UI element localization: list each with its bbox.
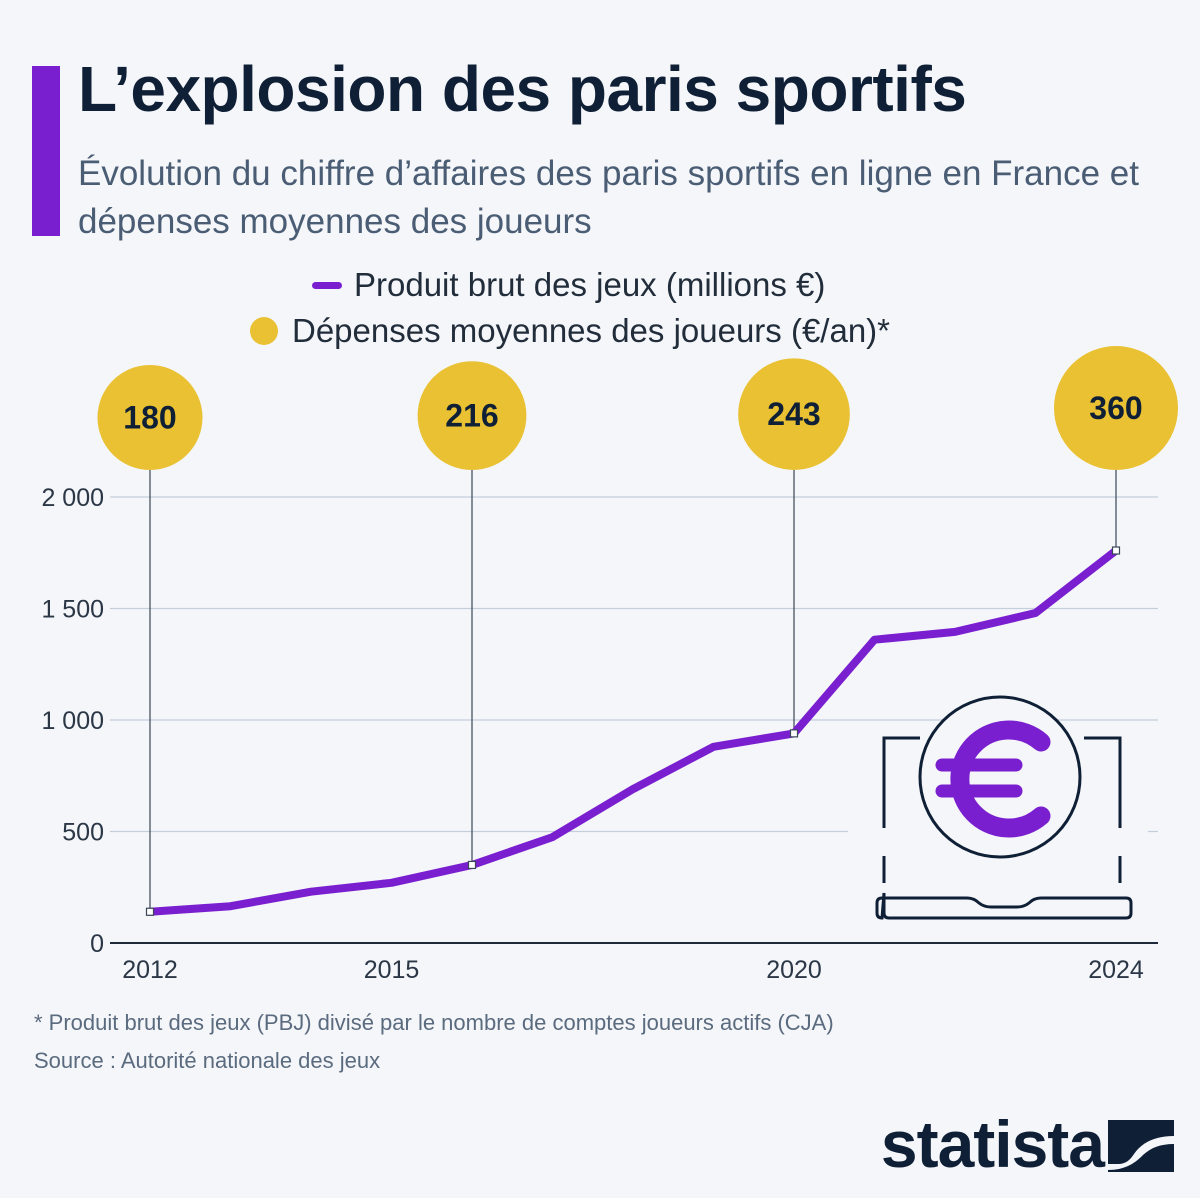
x-tick-label: 2024: [1088, 956, 1144, 984]
legend-line-label: Produit brut des jeux (millions €): [354, 266, 826, 303]
value-bubble: [97, 365, 203, 470]
legend-dot-label: Dépenses moyennes des joueurs (€/an)*: [292, 312, 891, 349]
anchor-marker: [145, 907, 155, 916]
bubble-value-label: 180: [123, 400, 176, 436]
value-bubble: [417, 361, 527, 470]
bubble-connectors: [149, 470, 1117, 912]
bubble-value-label: 243: [767, 396, 820, 432]
title-accent-bar: [32, 66, 60, 236]
y-tick-label: 2 000: [41, 484, 104, 512]
bubble-value-label: 360: [1089, 390, 1142, 426]
y-tick-label: 1 500: [41, 596, 104, 624]
footnote: * Produit brut des jeux (PBJ) divisé par…: [34, 1010, 834, 1035]
y-tick-label: 0: [90, 930, 104, 958]
line-chart: 0 500 1 000 1 500 2 000 2012 2015 2020 2024 180…: [41, 346, 1178, 984]
anchor-marker: [789, 729, 799, 738]
legend-item-dot: Dépenses moyennes des joueurs (€/an)*: [250, 312, 890, 350]
statista-wordmark: statista: [880, 1107, 1105, 1181]
y-tick-label: 1 000: [41, 707, 104, 735]
anchor-marker: [467, 860, 477, 870]
laptop-euro-icon: [848, 695, 1148, 920]
statista-logo-icon: [1108, 1120, 1174, 1172]
value-bubble: [738, 358, 850, 470]
legend-dot-swatch: [250, 317, 278, 345]
y-axis: 0 500 1 000 1 500 2 000: [41, 484, 104, 958]
x-tick-label: 2015: [364, 956, 420, 984]
legend-item-line: Produit brut des jeux (millions €): [312, 266, 825, 304]
value-bubble: [1054, 346, 1178, 470]
page-title: L’explosion des paris sportifs: [78, 53, 967, 125]
x-tick-label: 2020: [766, 956, 822, 984]
page-subtitle: Évolution du chiffre d’affaires des pari…: [78, 154, 1139, 241]
bubble-value-label: 216: [445, 398, 498, 434]
source-note: Source : Autorité nationale des jeux: [34, 1048, 381, 1073]
x-axis: 2012 2015 2020 2024: [110, 942, 1158, 984]
bubbles: 180 216 243 360: [97, 346, 1178, 470]
series-line-produit-brut: [146, 546, 1120, 916]
anchor-marker: [1111, 546, 1121, 555]
x-tick-label: 2012: [122, 956, 178, 984]
y-tick-label: 500: [62, 819, 104, 847]
legend-line-swatch: [312, 281, 342, 289]
anchor-markers: [145, 546, 1121, 916]
